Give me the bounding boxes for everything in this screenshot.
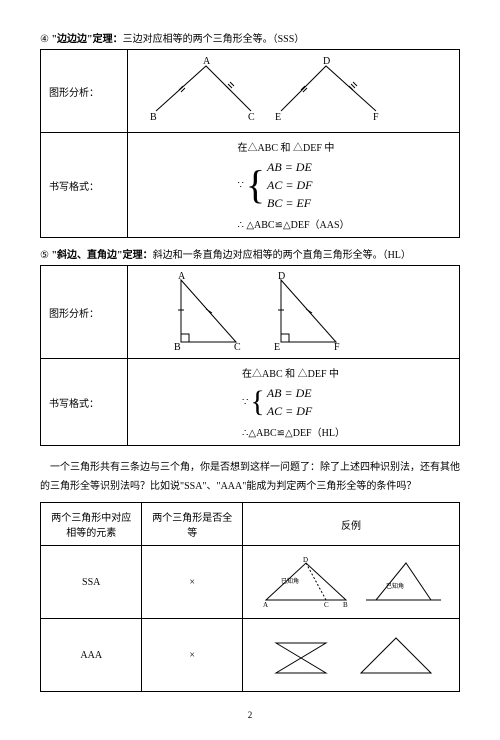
section1-row2-label: 书写格式： <box>41 133 128 238</box>
proof-intro: 在△ABC 和 △DEF 中 <box>237 139 349 154</box>
eq2b: AC = DF <box>267 402 312 420</box>
eq1: AB = DE <box>267 158 312 176</box>
section2-title-rest: 斜边和一条直角边对应相等的两个直角三角形全等。（HL） <box>153 250 411 261</box>
label-E: E <box>275 112 281 123</box>
label-A2: A <box>178 272 186 282</box>
because-symbol <box>237 180 243 191</box>
label-D: D <box>323 56 330 67</box>
row1-c1: SSA <box>41 546 142 619</box>
section1-title-bold: "边边边"定理： <box>51 34 122 45</box>
label-E2: E <box>274 342 280 352</box>
svg-text:D: D <box>303 556 308 564</box>
label-B: B <box>150 112 157 123</box>
section2-table: 图形分析： A B C <box>40 265 460 446</box>
section1-table: 图形分析： <box>40 49 460 238</box>
section1-row1-label: 图形分析： <box>41 50 128 133</box>
row2-c2: × <box>142 619 243 692</box>
aaa-counterexample-figure <box>251 628 451 683</box>
hdr2: 两个三角形是否全等 <box>142 503 243 546</box>
section2-row1-label: 图形分析： <box>41 266 128 359</box>
label-B2: B <box>174 342 181 352</box>
svg-text:已知角: 已知角 <box>281 577 299 585</box>
brace-icon: { <box>246 169 265 201</box>
row2-c3 <box>243 619 460 692</box>
label-F2: F <box>334 342 340 352</box>
label-C2: C <box>234 342 241 352</box>
eq1b: AB = DE <box>267 384 312 402</box>
hl-triangles-figure: A B C D E F <box>136 272 386 352</box>
label-C: C <box>248 112 255 123</box>
section1-heading: ④ "边边边"定理：三边对应相等的两个三角形全等。（SSS） <box>40 30 460 45</box>
question-paragraph: 一个三角形共有三条边与三个角，你是否想到这样一问题了：除了上述四种识别法，还有其… <box>40 458 460 496</box>
section1-title-rest: 三边对应相等的两个三角形全等。（SSS） <box>123 34 305 45</box>
because-symbol2 <box>242 397 248 408</box>
conclusion2: ∴△ABC≌△DEF（HL） <box>242 424 345 439</box>
label-D2: D <box>278 272 285 282</box>
eq2: AC = DF <box>267 176 312 194</box>
svg-text:A: A <box>263 601 268 609</box>
section2-title-bold: "斜边、直角边"定理： <box>51 250 152 261</box>
conclusion: ∴ △ABC≌△DEF（AAS） <box>237 216 349 231</box>
brace-icon2: { <box>250 390 264 414</box>
section2-proof-cell: 在△ABC 和 △DEF 中 { AB = DE AC = DF ∴△ABC≌△… <box>128 359 460 446</box>
section1-proof-cell: 在△ABC 和 △DEF 中 { AB = DE AC = DF BC = EF… <box>128 133 460 238</box>
hdr1: 两个三角形中对应相等的元素 <box>41 503 142 546</box>
section2-figure-cell: A B C D E F <box>128 266 460 359</box>
page-number: 2 <box>40 710 460 720</box>
eq3: BC = EF <box>267 194 312 212</box>
row2-c1: AAA <box>41 619 142 692</box>
section1-figure-cell: A B C D E F <box>128 50 460 133</box>
proof-intro2: 在△ABC 和 △DEF 中 <box>242 365 345 380</box>
section2-row2-label: 书写格式： <box>41 359 128 446</box>
section1-number: ④ <box>40 34 49 45</box>
label-A: A <box>203 56 211 67</box>
counterexample-table: 两个三角形中对应相等的元素 两个三角形是否全等 反例 SSA × A B C D 已… <box>40 502 460 692</box>
hdr3: 反例 <box>243 503 460 546</box>
svg-text:已知角: 已知角 <box>386 582 404 590</box>
section2-heading: ⑤ "斜边、直角边"定理：斜边和一条直角边对应相等的两个直角三角形全等。（HL） <box>40 246 460 261</box>
svg-text:B: B <box>343 601 348 609</box>
section2-number: ⑤ <box>40 250 49 261</box>
sss-triangles-figure: A B C D E F <box>136 56 386 126</box>
row1-c3: A B C D 已知角 已知角 <box>243 546 460 619</box>
label-F: F <box>373 112 379 123</box>
row1-c2: × <box>142 546 243 619</box>
ssa-counterexample-figure: A B C D 已知角 已知角 <box>251 555 451 610</box>
svg-text:C: C <box>324 601 329 609</box>
